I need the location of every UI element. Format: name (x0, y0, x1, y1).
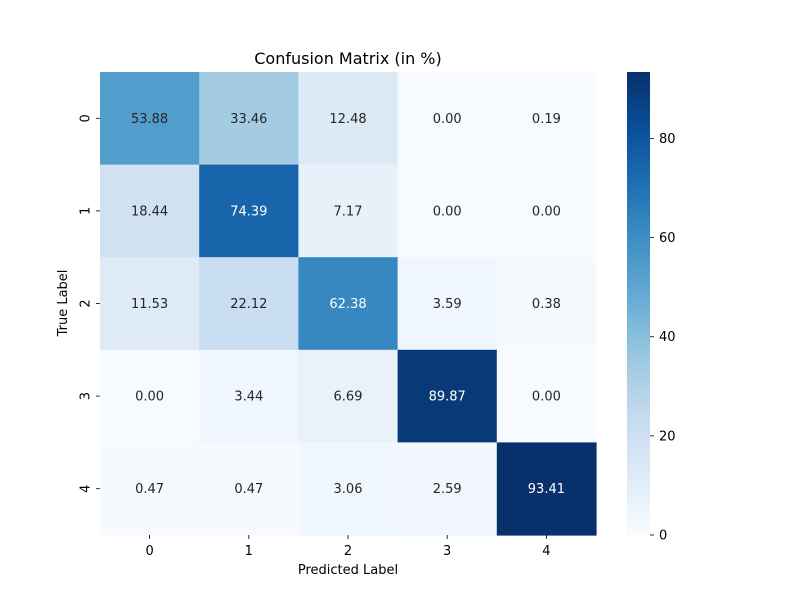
heatmap-cell-r2-c4 (496, 257, 597, 351)
heatmap-cell-r0-c1 (199, 72, 299, 166)
heatmap-cell-r1-c3 (397, 164, 498, 258)
heatmap-cell-r0-c0 (100, 72, 200, 166)
heatmap-cell-label: 2.59 (433, 482, 462, 497)
heatmap-cell-label: 0.00 (532, 204, 561, 219)
heatmap-cell-label: 3.44 (234, 390, 263, 405)
heatmap-cell-r0-c2 (298, 72, 399, 166)
heatmap-cell-label: 62.38 (329, 297, 366, 312)
heatmap-cell-r4-c3 (397, 442, 498, 536)
heatmap-cell-label: 93.41 (528, 482, 565, 497)
heatmap-cell-label: 0.00 (135, 390, 164, 405)
y-tick-label: 0 (79, 114, 94, 122)
heatmap-cell-label: 53.88 (131, 112, 168, 127)
heatmap-cell-r1-c1 (199, 164, 299, 258)
heatmap-cell-r1-c4 (496, 164, 597, 258)
y-axis-ticks: 0 1 2 3 4 (79, 114, 100, 493)
heatmap-cell-r3-c0 (100, 349, 200, 443)
x-tick-label: 4 (542, 544, 550, 559)
colorbar-tick-label: 40 (659, 330, 676, 345)
heatmap-cell-label: 0.00 (532, 390, 561, 405)
heatmap-cell-label: 7.17 (334, 204, 363, 219)
chart-title: Confusion Matrix (in %) (254, 49, 442, 68)
colorbar-tick-label: 20 (659, 429, 676, 444)
heatmap-cell-r3-c3 (397, 349, 498, 443)
heatmap-cell-r2-c1 (199, 257, 299, 351)
heatmap-cell-label: 11.53 (131, 297, 168, 312)
heatmap-cell-r4-c1 (199, 442, 299, 536)
heatmap-cell-r0-c3 (397, 72, 498, 166)
heatmap-cell-label: 0.00 (433, 112, 462, 127)
heatmap-cell-label: 0.38 (532, 297, 561, 312)
colorbar-gradient (627, 72, 650, 535)
y-tick-label: 3 (79, 392, 94, 400)
heatmap-cell-r3-c2 (298, 349, 399, 443)
x-tick-label: 1 (245, 544, 253, 559)
heatmap-cell-r4-c4 (496, 442, 597, 536)
colorbar: 0 20 40 60 80 (627, 72, 676, 544)
y-tick-label: 2 (79, 299, 94, 307)
heatmap-cell-label: 3.59 (433, 297, 462, 312)
heatmap-cells: 53.88 33.46 12.48 0.00 0.19 18.44 74.39 7.17 0.0… (100, 72, 597, 536)
heatmap-cell-r3-c4 (496, 349, 597, 443)
heatmap-cell-label: 3.06 (334, 482, 363, 497)
heatmap-cell-label: 74.39 (230, 204, 267, 219)
heatmap-cell-label: 18.44 (131, 204, 168, 219)
heatmap-cell-r1-c2 (298, 164, 399, 258)
heatmap-cell-label: 12.48 (329, 112, 366, 127)
heatmap-cell-label: 0.00 (433, 204, 462, 219)
y-tick-label: 1 (79, 207, 94, 215)
heatmap-cell-r4-c2 (298, 442, 399, 536)
x-axis-ticks: 0 1 2 3 4 (145, 535, 551, 559)
heatmap-cell-r3-c1 (199, 349, 299, 443)
heatmap-cell-label: 22.12 (230, 297, 267, 312)
heatmap-cell-r1-c0 (100, 164, 200, 258)
y-tick-label: 4 (79, 485, 94, 493)
heatmap-cell-r2-c0 (100, 257, 200, 351)
heatmap-cell-r2-c2 (298, 257, 399, 351)
heatmap-cell-label: 33.46 (230, 112, 267, 127)
colorbar-tick-label: 80 (659, 132, 676, 147)
heatmap-cell-label: 0.47 (234, 482, 263, 497)
heatmap-cell-label: 6.69 (334, 390, 363, 405)
heatmap-cell-label: 89.87 (429, 390, 466, 405)
x-tick-label: 3 (443, 544, 451, 559)
x-tick-label: 0 (145, 544, 153, 559)
heatmap-cell-r0-c4 (496, 72, 597, 166)
heatmap-cell-label: 0.47 (135, 482, 164, 497)
heatmap-cell-r2-c3 (397, 257, 498, 351)
x-tick-label: 2 (344, 544, 352, 559)
heatmap-cell-r4-c0 (100, 442, 200, 536)
colorbar-tick-label: 60 (659, 231, 676, 246)
colorbar-tick-label: 0 (659, 529, 667, 544)
heatmap-cell-label: 0.19 (532, 112, 561, 127)
x-axis-label: Predicted Label (298, 563, 398, 578)
y-axis-label: True Label (56, 270, 71, 338)
